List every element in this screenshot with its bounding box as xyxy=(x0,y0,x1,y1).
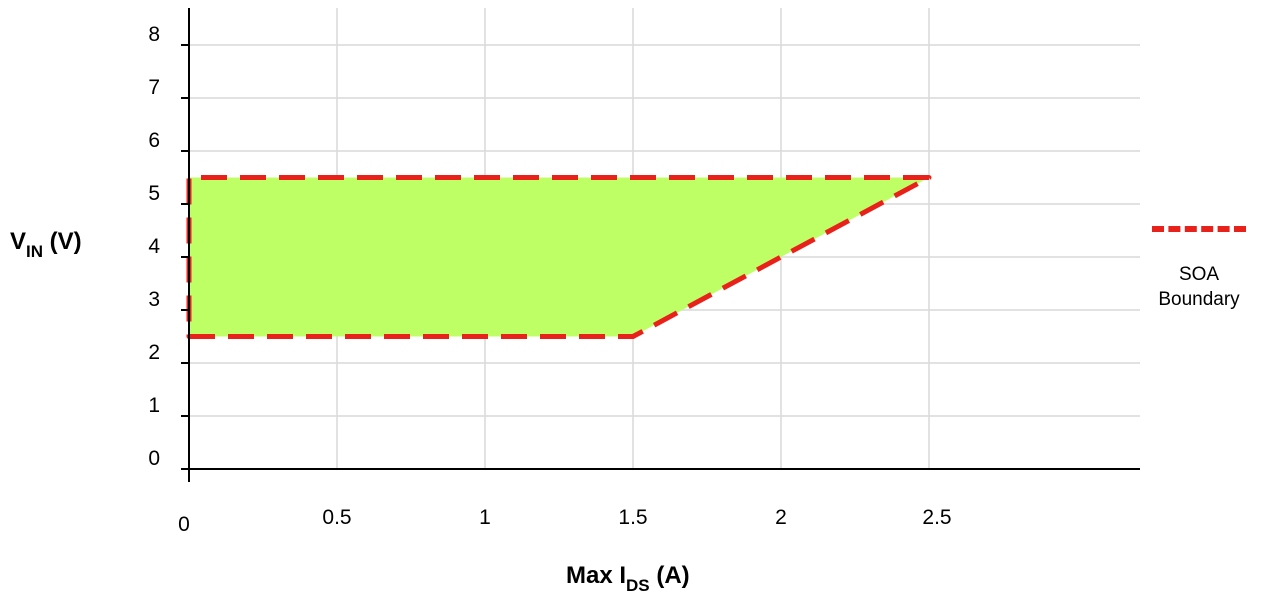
legend-dashed-swatch xyxy=(1152,226,1246,232)
x-tick-label: 0.5 xyxy=(322,506,351,529)
tick-labels: 0 1 2 3 4 5 6 7 8 0 0.5 1 1.5 2 2.5 xyxy=(148,23,951,536)
x-tick-label: 1 xyxy=(479,506,491,529)
y-tick-label: 2 xyxy=(148,341,160,364)
y-tick-label: 3 xyxy=(148,288,160,311)
x-axis-label: Max IDS (A) xyxy=(566,562,690,595)
legend-label: SOA Boundary xyxy=(1158,264,1240,310)
x-tick-label: 2 xyxy=(775,506,787,529)
x-tick-label: 1.5 xyxy=(618,506,647,529)
y-tick-label: 5 xyxy=(148,182,160,205)
y-tick-label: 8 xyxy=(148,23,160,46)
soa-fill-area xyxy=(189,177,929,337)
y-tick-label: 6 xyxy=(148,129,160,152)
x-tick-label: 2.5 xyxy=(922,506,951,529)
y-tick-label: 7 xyxy=(148,76,160,99)
y-tick-label: 0 xyxy=(148,447,160,470)
axes xyxy=(181,8,1140,482)
y-tick-label: 1 xyxy=(148,394,160,417)
y-tick-label: 4 xyxy=(148,235,160,258)
y-axis-label: VIN (V) xyxy=(10,228,82,261)
x-tick-label: 0 xyxy=(178,513,190,536)
